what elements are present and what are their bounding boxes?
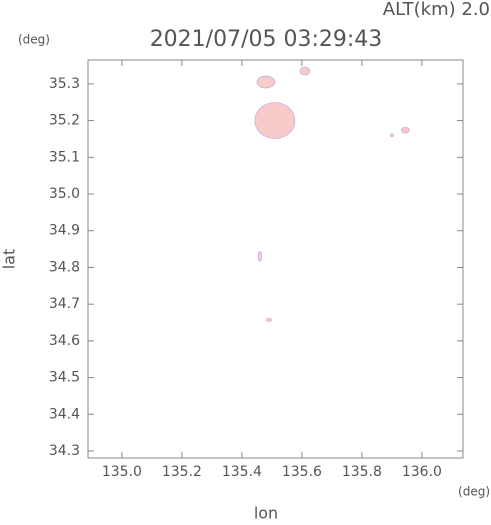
y-tick-label: 34.6 — [49, 333, 80, 349]
y-tick-label: 34.7 — [49, 296, 80, 312]
echo — [258, 251, 262, 262]
y-tick-label: 35.2 — [49, 113, 80, 129]
y-tick-label: 34.4 — [49, 406, 80, 422]
x-axis-label: lon — [254, 504, 278, 522]
x-tick-label: 135.2 — [162, 464, 202, 480]
plot-frame — [87, 59, 464, 459]
echo — [265, 318, 273, 322]
x-tick-label: 135.0 — [102, 464, 142, 480]
altitude-label: ALT(km) 2.0 — [383, 0, 490, 20]
y-tick-label: 34.9 — [49, 223, 80, 239]
x-tick-label: 135.8 — [342, 464, 382, 480]
echo — [390, 133, 394, 138]
x-tick-label: 135.6 — [282, 464, 322, 480]
echo — [299, 66, 311, 76]
echo — [401, 126, 410, 134]
x-unit: (deg) — [458, 485, 490, 499]
y-tick-label: 34.5 — [49, 370, 80, 386]
y-tick-label: 34.3 — [49, 443, 80, 459]
echo — [254, 102, 296, 139]
y-tick-label: 34.8 — [49, 259, 80, 275]
y-tick-label: 35.1 — [49, 149, 80, 165]
y-unit: (deg) — [18, 33, 50, 47]
echo — [256, 75, 276, 89]
chart-title: 2021/07/05 03:29:43 — [150, 27, 383, 52]
x-tick-label: 136.0 — [402, 464, 442, 480]
x-tick-label: 135.4 — [222, 464, 262, 480]
y-axis-label: lat — [0, 249, 19, 270]
y-tick-label: 35.0 — [49, 186, 80, 202]
y-tick-label: 35.3 — [49, 76, 80, 92]
